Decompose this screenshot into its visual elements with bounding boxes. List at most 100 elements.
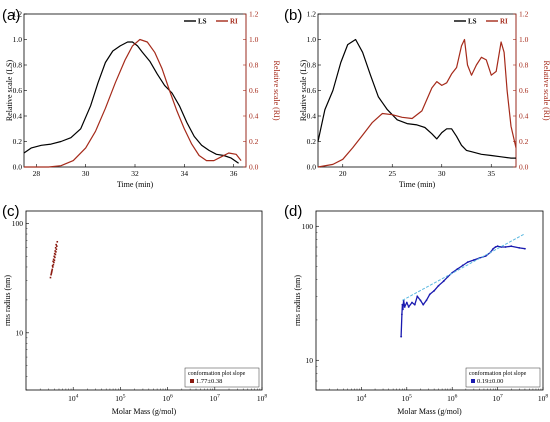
data-point <box>54 253 57 256</box>
x-axis-label: Molar Mass (g/mol) <box>397 407 462 416</box>
y2-tick-label: 1.2 <box>249 10 259 19</box>
chart-group: 28 30 32 34 36 0.0 0.0 0.2 0.2 0.4 0.4 0.6 0.6 0.8 0.8… <box>3 10 550 417</box>
y2-tick-label: 1.2 <box>519 10 529 19</box>
x-tick-label: 20 <box>339 169 347 178</box>
y-tick-label: 0.2 <box>13 137 23 146</box>
data-point <box>53 252 56 255</box>
data-point <box>51 268 54 271</box>
chart-c: 104 105 106 107 108 10 100 Molar Mass (g/mol) rm… <box>3 210 268 416</box>
y-tick-label: 0.6 <box>13 86 23 95</box>
data-point <box>53 261 55 264</box>
plot-frame <box>23 13 247 168</box>
y2-tick-label: 0.8 <box>519 61 529 70</box>
y-tick-label: 100 <box>302 222 314 231</box>
y-tick-label: 100 <box>12 219 24 228</box>
y2-tick-label: 1.0 <box>249 35 259 44</box>
data-point <box>52 260 54 263</box>
y-tick-label: 1.2 <box>13 10 23 19</box>
y2-tick-label: 0.2 <box>519 137 529 146</box>
data-point <box>54 250 56 252</box>
data-point <box>492 247 495 250</box>
data-point <box>407 306 410 308</box>
x-tick-label: 34 <box>181 169 189 178</box>
chart-a: 28 30 32 34 36 0.0 0.0 0.2 0.2 0.4 0.4 0.6 0.6 0.8 0.8… <box>5 10 281 190</box>
x-tick-label: 104 <box>356 394 367 404</box>
legend-title: conformation plot slope <box>469 370 527 377</box>
data-point <box>50 273 52 276</box>
legend-entry: 1.77±0.38 <box>196 378 222 385</box>
data-point <box>510 245 513 248</box>
y-tick-label: 0.2 <box>307 137 317 146</box>
x-tick-label: 30 <box>82 169 90 178</box>
x-tick-label: 104 <box>68 394 79 404</box>
y-axis-label: rms radius (nm) <box>293 275 302 326</box>
y-tick-label: 1.0 <box>13 35 23 44</box>
data-point <box>437 284 440 287</box>
data-point <box>53 255 55 258</box>
data-point <box>54 256 56 259</box>
y-tick-label: 0.0 <box>307 163 317 172</box>
data-point <box>413 303 416 306</box>
data-point <box>504 246 507 248</box>
y-tick-label: 0.8 <box>307 61 317 70</box>
data-point <box>55 251 57 253</box>
y-axis-label: rms radius (nm) <box>3 275 12 326</box>
data-point <box>442 280 445 282</box>
data-point <box>484 255 487 257</box>
x-tick-label: 107 <box>210 394 221 404</box>
legend-swatch <box>471 379 475 383</box>
x-axis-label: Time (min) <box>399 180 436 189</box>
data-point <box>50 272 53 275</box>
plot-frame <box>317 13 517 168</box>
data-point <box>461 264 464 267</box>
data-point <box>433 289 436 292</box>
plot-frame <box>25 210 263 391</box>
data-point <box>411 301 413 304</box>
y-axis-label: Relative scale (LS) <box>299 60 308 122</box>
data-point <box>472 259 475 261</box>
x-tick-label: 105 <box>115 394 126 404</box>
data-point <box>52 266 54 268</box>
x-tick-label: 108 <box>257 394 268 404</box>
data-point <box>55 243 57 246</box>
data-point <box>466 261 469 264</box>
x-axis-label: Molar Mass (g/mol) <box>112 407 177 416</box>
y-tick-label: 0.8 <box>13 61 23 70</box>
y-tick-label: 1.0 <box>307 35 317 44</box>
y2-axis-label: Relative scale (RI) <box>542 61 550 121</box>
data-point <box>55 248 58 251</box>
y-tick-label: 0.4 <box>307 112 317 121</box>
legend-box <box>465 367 541 388</box>
data-point <box>49 276 52 279</box>
data-point <box>496 245 499 248</box>
data-point <box>425 299 428 302</box>
legend-label: LS <box>468 18 477 26</box>
x-tick-label: 105 <box>402 394 413 404</box>
data-point <box>401 308 404 311</box>
data-point <box>494 246 497 248</box>
fit-line <box>402 233 526 301</box>
data-point <box>416 295 419 298</box>
data-point <box>56 245 58 247</box>
data-point <box>403 306 406 308</box>
data-point <box>53 259 56 262</box>
data-point <box>52 263 55 266</box>
series-line-ri <box>317 38 517 168</box>
y-tick-label: 10 <box>306 356 314 365</box>
y-tick-label: 0.6 <box>307 86 317 95</box>
legend-label: RI <box>500 18 508 26</box>
panel-label-c: (c) <box>2 203 20 220</box>
x-tick-label: 106 <box>447 394 458 404</box>
data-point <box>50 271 53 273</box>
data-point <box>401 313 403 316</box>
x-tick-label: 30 <box>438 169 446 178</box>
series-line-ls <box>317 38 516 159</box>
data-point <box>51 265 54 267</box>
x-tick-label: 108 <box>538 394 549 404</box>
y2-tick-label: 0.2 <box>249 137 259 146</box>
legend-entry: 0.19±0.00 <box>477 378 503 385</box>
data-point <box>51 269 53 272</box>
y-tick-label: 0.0 <box>13 163 23 172</box>
legend-box <box>184 367 260 388</box>
